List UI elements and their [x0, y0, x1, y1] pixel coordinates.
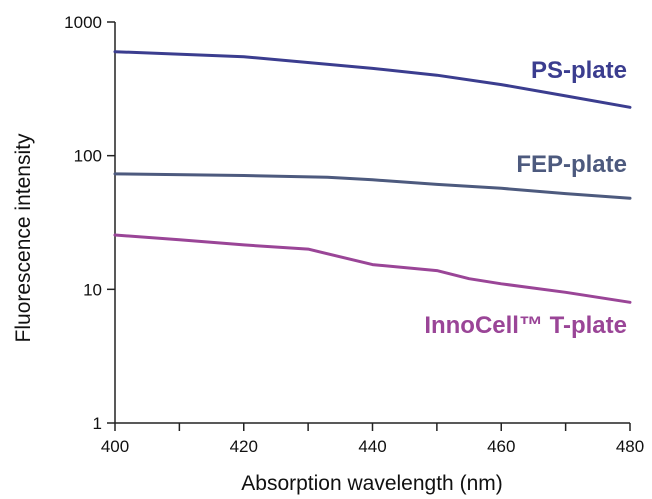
- x-tick-label-460: 460: [487, 437, 515, 456]
- x-tick-label-480: 480: [616, 437, 644, 456]
- series-label-innocell-t-plate: InnoCell™ T-plate: [424, 312, 627, 339]
- x-tick-label-440: 440: [358, 437, 386, 456]
- series-line-innocell-t-plate: [113, 233, 632, 304]
- x-tick-label-420: 420: [230, 437, 258, 456]
- x-tick-label-400: 400: [101, 437, 129, 456]
- series-line-ps-plate: [113, 50, 632, 109]
- tick-labels: 400 420 440 460 480 1 10 100 1000: [64, 13, 644, 456]
- ticks: [107, 21, 631, 431]
- series-lines: [113, 50, 632, 304]
- y-tick-label-1: 1: [93, 414, 102, 433]
- series-label-ps-plate: PS-plate: [531, 57, 627, 84]
- series-line-fep-plate: [113, 172, 632, 200]
- y-axis-title: Fluorescence intensity: [12, 133, 35, 342]
- x-axis-title: Absorption wavelength (nm): [241, 472, 502, 495]
- y-tick-label-1000: 1000: [64, 13, 102, 32]
- y-tick-label-100: 100: [74, 147, 102, 166]
- series-label-fep-plate: FEP-plate: [516, 151, 627, 178]
- y-tick-label-10: 10: [83, 280, 102, 299]
- series-labels: PS-plate FEP-plate InnoCell™ T-plate: [424, 57, 627, 339]
